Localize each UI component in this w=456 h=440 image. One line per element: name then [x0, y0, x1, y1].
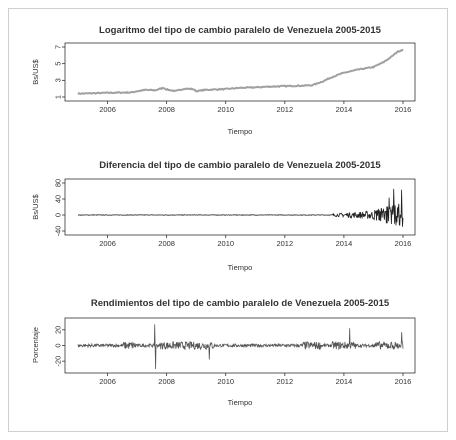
y-tick-label: 80 [54, 179, 63, 187]
y-tick-label: 3 [54, 78, 63, 82]
series-line [77, 324, 404, 370]
x-tick-label: 2006 [99, 377, 116, 386]
series-line [77, 48, 404, 95]
y-axis: 1 3 5 7 [53, 45, 65, 99]
x-tick-label: 2016 [395, 377, 412, 386]
plot-box [64, 42, 416, 102]
y-tick-label: 0 [54, 213, 63, 217]
plot-box [64, 178, 416, 236]
chart-title: Rendimientos del tipo de cambio paralelo… [91, 298, 390, 309]
x-tick-label: 2010 [217, 377, 234, 386]
x-tick-label: 2008 [158, 239, 175, 248]
x-tick-label: 2014 [336, 105, 353, 114]
y-tick-label: 40 [54, 195, 63, 203]
x-tick-label: 2006 [99, 239, 116, 248]
panel-difference: Diferencia del tipo de cambio paralelo d… [31, 160, 416, 272]
chart-title: Diferencia del tipo de cambio paralelo d… [99, 160, 381, 171]
x-tick-label: 2012 [276, 377, 293, 386]
series-line [77, 188, 404, 227]
x-axis-label: Tiempo [228, 398, 253, 407]
y-axis-label: Porcentaje [31, 327, 40, 363]
x-tick-label: 2008 [158, 377, 175, 386]
x-axis-label: Tiempo [228, 263, 253, 272]
y-tick-label: 5 [53, 62, 62, 66]
x-tick-label: 2010 [217, 105, 234, 114]
x-tick-label: 2016 [395, 239, 412, 248]
x-tick-label: 2008 [158, 105, 175, 114]
y-tick-label: 7 [54, 45, 63, 49]
y-tick-label: 0 [54, 343, 63, 347]
x-tick-label: 2016 [395, 105, 412, 114]
x-tick-label: 2006 [99, 105, 116, 114]
y-axis-label: Bs/US$ [31, 193, 40, 219]
x-tick-label: 2012 [276, 239, 293, 248]
x-axis: 2006 2008 2010 2012 2014 2016 [99, 373, 411, 386]
panel-returns: Rendimientos del tipo de cambio paralelo… [31, 298, 416, 407]
x-axis-label: Tiempo [228, 127, 253, 136]
y-axis: -20 0 20 [54, 326, 65, 367]
x-axis: 2006 2008 2010 2012 2014 2016 [99, 235, 411, 248]
chart-title: Logaritmo del tipo de cambio paralelo de… [99, 25, 382, 36]
y-tick-label: 20 [54, 326, 63, 334]
y-axis-label: Bs/US$ [31, 58, 40, 84]
x-tick-label: 2012 [276, 105, 293, 114]
x-tick-label: 2014 [336, 239, 353, 248]
y-tick-label: -40 [54, 226, 63, 237]
panel-log-exchange-rate: Logaritmo del tipo de cambio paralelo de… [31, 25, 416, 136]
x-tick-label: 2014 [336, 377, 353, 386]
x-tick-label: 2010 [217, 239, 234, 248]
x-axis: 2006 2008 2010 2012 2014 2016 [99, 101, 411, 114]
y-tick-label: -20 [54, 356, 63, 367]
y-tick-label: 1 [54, 95, 63, 99]
y-axis: -40 0 40 80 [54, 179, 65, 237]
figure-frame [8, 8, 448, 432]
